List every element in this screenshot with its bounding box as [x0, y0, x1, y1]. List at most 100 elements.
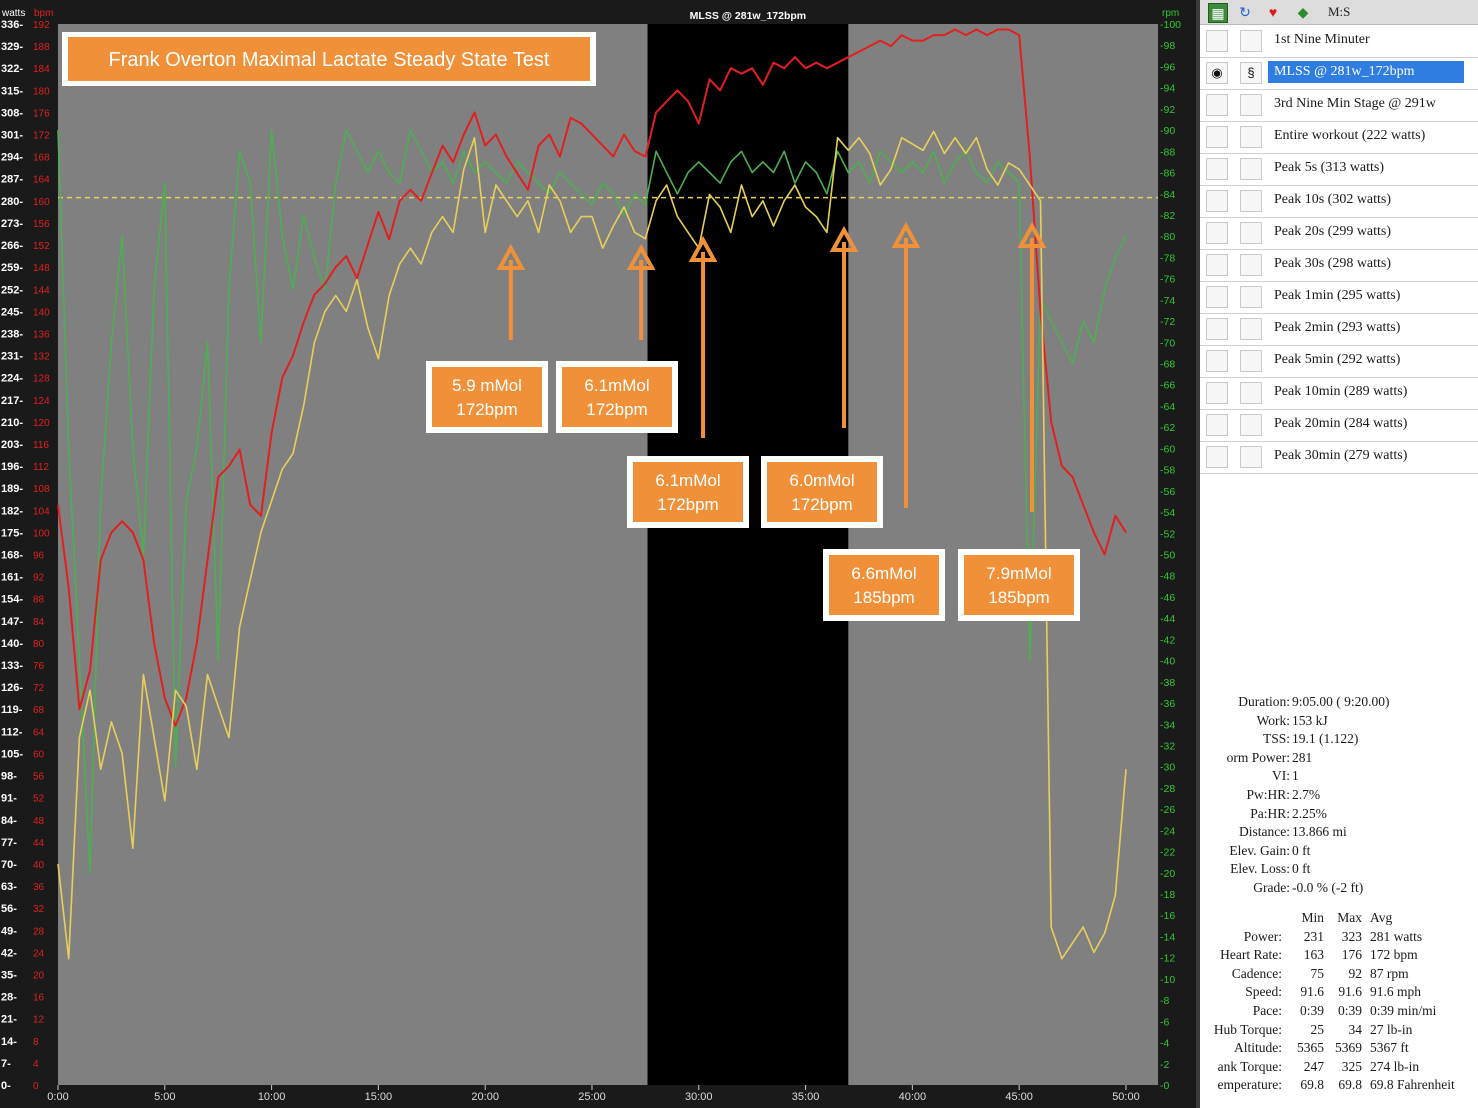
range-row[interactable]: Peak 10min (289 watts): [1200, 378, 1478, 410]
watts-tick-label: 231-: [1, 351, 23, 363]
range-row[interactable]: Peak 10s (302 watts): [1200, 186, 1478, 218]
range-row[interactable]: Entire workout (222 watts): [1200, 122, 1478, 154]
lock-checkbox[interactable]: [1240, 286, 1262, 308]
lock-checkbox[interactable]: [1240, 222, 1262, 244]
stat-label: Work:: [1256, 712, 1290, 728]
x-tick-label: 30:00: [685, 1091, 713, 1103]
refresh-icon[interactable]: ↻: [1239, 4, 1251, 20]
eye-icon[interactable]: ◉: [1206, 62, 1228, 84]
visibility-checkbox[interactable]: [1206, 30, 1228, 52]
annotation-arrow-head: [1017, 221, 1047, 248]
chart-icon[interactable]: ▦: [1208, 3, 1228, 23]
range-label: Peak 20min (284 watts): [1274, 416, 1408, 431]
visibility-checkbox[interactable]: [1206, 446, 1228, 468]
visibility-checkbox[interactable]: [1206, 286, 1228, 308]
annotation-hr: 185bpm: [988, 588, 1049, 607]
lock-icon[interactable]: §: [1240, 62, 1262, 84]
x-tick-label: 40:00: [899, 1091, 927, 1103]
annotation-lactate: 6.1mMol: [584, 376, 649, 395]
rpm-tick-label: -28: [1160, 783, 1175, 795]
visibility-checkbox[interactable]: [1206, 94, 1228, 116]
metric-min: 0:39: [1299, 1002, 1324, 1018]
watts-tick-label: 189-: [1, 483, 23, 495]
annotation-arrow-head: [626, 243, 656, 270]
watts-tick-label: 336-: [1, 19, 23, 31]
stat-row: Elev. Loss: 0 ft: [1200, 861, 1478, 880]
visibility-checkbox[interactable]: [1206, 414, 1228, 436]
range-row[interactable]: Peak 5s (313 watts): [1200, 154, 1478, 186]
range-row[interactable]: Peak 30s (298 watts): [1200, 250, 1478, 282]
range-row[interactable]: Peak 2min (293 watts): [1200, 314, 1478, 346]
rpm-tick-label: -56: [1160, 486, 1175, 498]
annotation-lactate: 6.1mMol: [655, 471, 720, 490]
toolbar-label[interactable]: M:S: [1328, 4, 1351, 19]
watts-tick-label: 77-: [1, 837, 17, 849]
watts-tick-label: 119-: [1, 704, 23, 716]
heart-icon[interactable]: ♥: [1268, 4, 1278, 20]
bpm-tick-label: 56: [33, 772, 45, 783]
range-label: 1st Nine Minuter: [1274, 32, 1370, 47]
lock-checkbox[interactable]: [1240, 94, 1262, 116]
range-row[interactable]: ◉ § MLSS @ 281w_172bpm: [1200, 58, 1478, 90]
visibility-checkbox[interactable]: [1206, 222, 1228, 244]
bpm-tick-label: 0: [33, 1081, 39, 1092]
stat-label: Grade:: [1253, 879, 1290, 895]
rpm-tick-label: -6: [1160, 1016, 1169, 1028]
range-row[interactable]: Peak 1min (295 watts): [1200, 282, 1478, 314]
lock-checkbox[interactable]: [1240, 254, 1262, 276]
metric-max: 0:39: [1337, 1002, 1362, 1018]
lock-checkbox[interactable]: [1240, 350, 1262, 372]
annotation-lactate: 6.6mMol: [851, 564, 916, 583]
lock-checkbox[interactable]: [1240, 126, 1262, 148]
range-row[interactable]: Peak 30min (279 watts): [1200, 442, 1478, 474]
x-tick-label: 20:00: [471, 1091, 499, 1103]
rpm-tick-label: -26: [1160, 804, 1175, 816]
x-tick-label: 45:00: [1005, 1091, 1033, 1103]
bpm-tick-label: 152: [33, 241, 50, 252]
range-row[interactable]: Peak 5min (292 watts): [1200, 346, 1478, 378]
lock-checkbox[interactable]: [1240, 158, 1262, 180]
metric-avg: 172 bpm: [1370, 947, 1418, 963]
watts-tick-label: 203-: [1, 439, 23, 451]
annotation-arrow-head: [496, 243, 526, 270]
rpm-tick-label: -96: [1160, 61, 1175, 73]
watts-tick-label: 49-: [1, 925, 17, 937]
visibility-checkbox[interactable]: [1206, 382, 1228, 404]
shield-icon[interactable]: ◆: [1297, 4, 1309, 20]
watts-tick-label: 175-: [1, 527, 23, 539]
range-row[interactable]: 1st Nine Minuter: [1200, 26, 1478, 58]
watts-tick-label: 308-: [1, 107, 23, 119]
lock-checkbox[interactable]: [1240, 190, 1262, 212]
bpm-tick-label: 12: [33, 1015, 45, 1026]
lock-checkbox[interactable]: [1240, 446, 1262, 468]
metric-row: Power: 231 323 281 watts: [1200, 929, 1478, 948]
x-tick-label: 35:00: [792, 1091, 820, 1103]
visibility-checkbox[interactable]: [1206, 158, 1228, 180]
watts-tick-label: 322-: [1, 63, 23, 75]
range-row[interactable]: Peak 20min (284 watts): [1200, 410, 1478, 442]
watts-tick-label: 28-: [1, 992, 17, 1004]
lock-checkbox[interactable]: [1240, 318, 1262, 340]
bpm-tick-label: 156: [33, 219, 50, 230]
lock-checkbox[interactable]: [1240, 414, 1262, 436]
visibility-checkbox[interactable]: [1206, 190, 1228, 212]
metric-max: 176: [1341, 947, 1362, 963]
workout-chart[interactable]: 0- 7- 14- 21- 28- 35- 42- 49- 56- 63- 70- 77- 84- 91-…: [0, 0, 1196, 1108]
range-row[interactable]: Peak 20s (299 watts): [1200, 218, 1478, 250]
lock-checkbox[interactable]: [1240, 382, 1262, 404]
stat-label: Distance:: [1239, 824, 1290, 840]
visibility-checkbox[interactable]: [1206, 318, 1228, 340]
annotation-lactate: 7.9mMol: [986, 564, 1051, 583]
rpm-tick-label: -58: [1160, 465, 1175, 477]
annotation-hr: 172bpm: [586, 400, 647, 419]
chart-area[interactable]: 0- 7- 14- 21- 28- 35- 42- 49- 56- 63- 70- 77- 84- 91-…: [0, 0, 1196, 1108]
rpm-axis-label: rpm: [1162, 8, 1179, 19]
range-row[interactable]: 3rd Nine Min Stage @ 291w: [1200, 90, 1478, 122]
lock-checkbox[interactable]: [1240, 30, 1262, 52]
visibility-checkbox[interactable]: [1206, 350, 1228, 372]
visibility-checkbox[interactable]: [1206, 126, 1228, 148]
rpm-tick-label: -24: [1160, 825, 1175, 837]
metric-row: Hub Torque: 25 34 27 lb-in: [1200, 1022, 1478, 1041]
visibility-checkbox[interactable]: [1206, 254, 1228, 276]
stat-label: orm Power:: [1226, 749, 1290, 765]
